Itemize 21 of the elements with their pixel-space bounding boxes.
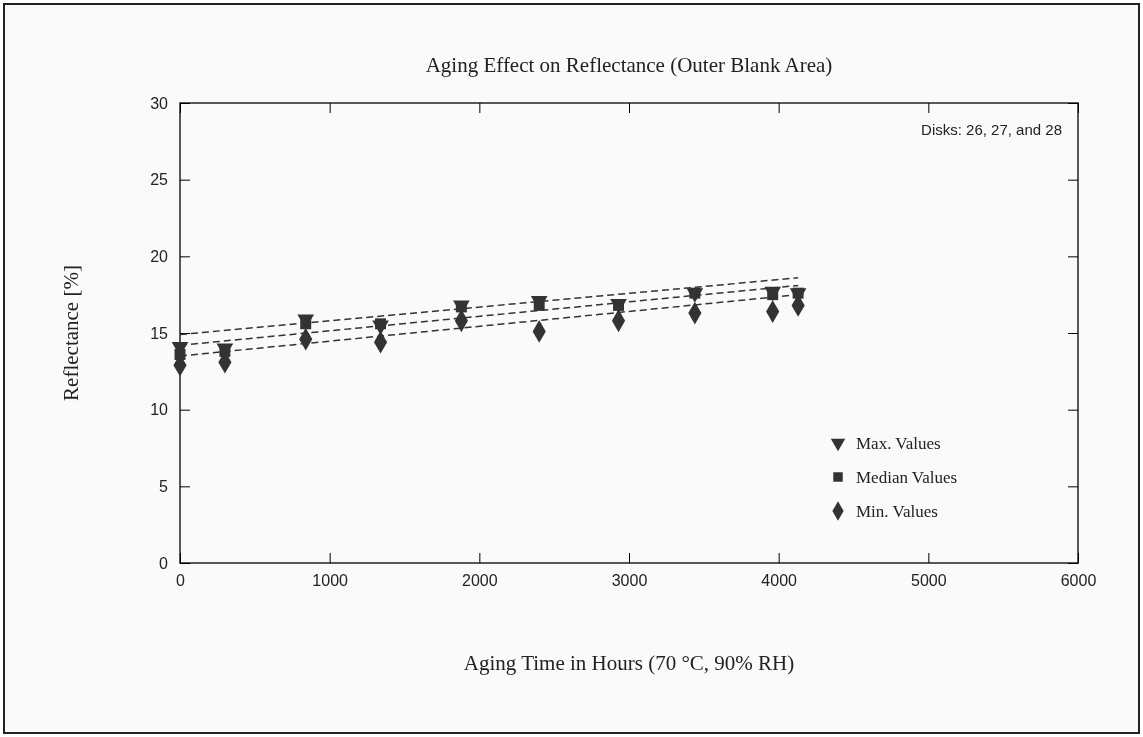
legend-label: Median Values bbox=[856, 468, 958, 487]
x-tick-label: 6000 bbox=[1060, 572, 1097, 590]
y-tick-label: 0 bbox=[159, 554, 169, 572]
y-tick-label: 15 bbox=[150, 324, 169, 342]
x-tick-label: 2000 bbox=[462, 572, 498, 590]
y-tick-label: 20 bbox=[150, 247, 169, 265]
x-tick-label: 5000 bbox=[911, 572, 947, 590]
y-tick-label: 10 bbox=[150, 401, 169, 419]
x-tick-label: 3000 bbox=[611, 572, 648, 590]
x-tick-label: 0 bbox=[176, 572, 186, 590]
y-tick-label: 25 bbox=[150, 171, 169, 189]
y-tick-label: 5 bbox=[159, 477, 169, 495]
x-axis-title: Aging Time in Hours (70 °C, 90% RH) bbox=[463, 651, 795, 675]
y-tick-label: 30 bbox=[150, 94, 169, 112]
annotation: Disks: 26, 27, and 28 bbox=[921, 121, 1062, 138]
legend-label: Max. Values bbox=[856, 434, 941, 453]
legend-label: Min. Values bbox=[856, 502, 938, 521]
y-axis-title: Reflectance [%] bbox=[59, 265, 83, 401]
x-tick-label: 1000 bbox=[312, 572, 349, 590]
x-tick-label: 4000 bbox=[761, 572, 798, 590]
chart-title: Aging Effect on Reflectance (Outer Blank Area) bbox=[425, 53, 833, 77]
